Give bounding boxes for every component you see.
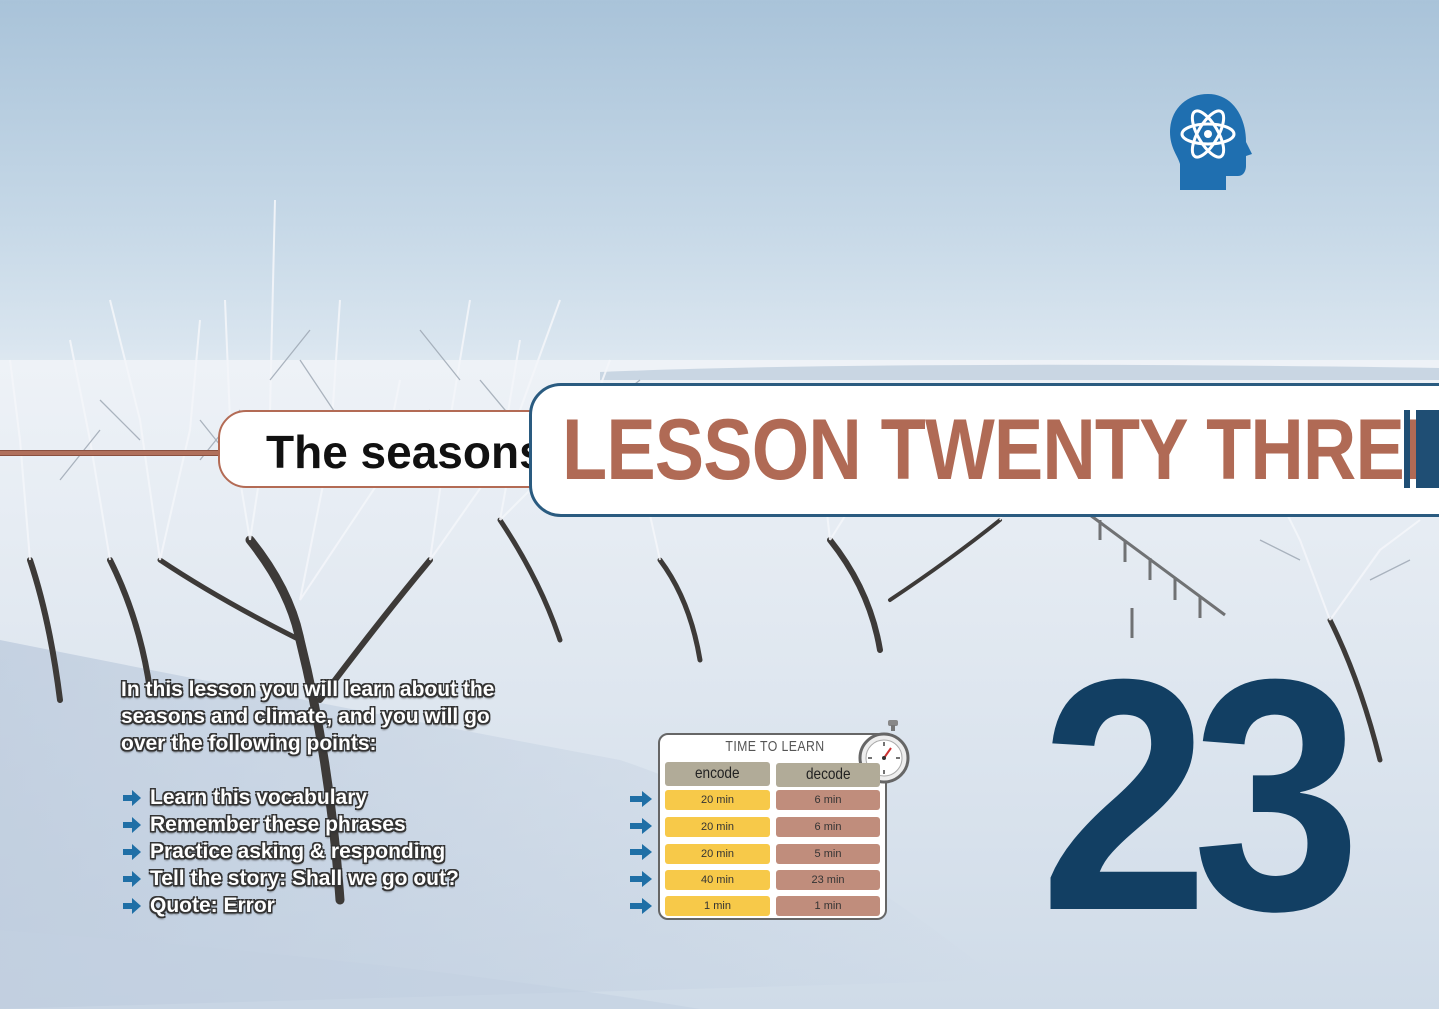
list-item[interactable]: Remember these phrases: [121, 811, 541, 838]
list-item-label: Tell the story: Shall we go out?: [150, 866, 459, 890]
encode-time-cell: 20 min: [665, 817, 770, 837]
encode-time-cell: 20 min: [665, 790, 770, 810]
list-item-label: Practice asking & responding: [150, 839, 446, 863]
title-panel: [529, 383, 1439, 517]
lesson-number: 23: [1040, 610, 1361, 979]
decode-time-cell: 1 min: [776, 896, 880, 916]
arrow-right-icon: [630, 898, 652, 914]
encode-time-cell: 20 min: [665, 844, 770, 864]
arrow-right-icon: [123, 789, 141, 806]
lesson-subtitle: The seasons: [266, 426, 545, 478]
list-item[interactable]: Practice asking & responding: [121, 838, 541, 865]
decode-time-cell: 5 min: [776, 844, 880, 864]
title-accent-block: [1416, 410, 1439, 488]
lesson-intro: In this lesson you will learn about the …: [121, 676, 521, 757]
arrow-right-icon: [630, 871, 652, 887]
head-atom-logo-icon: [1170, 94, 1252, 190]
arrow-right-icon: [630, 818, 652, 834]
arrow-right-icon: [123, 843, 141, 860]
arrow-right-icon: [630, 844, 652, 860]
lesson-title: LESSON TWENTY THREE: [562, 402, 1439, 498]
encode-time-cell: 1 min: [665, 896, 770, 916]
arrow-right-icon: [123, 816, 141, 833]
decode-time-cell: 23 min: [776, 870, 880, 890]
list-item-label: Remember these phrases: [150, 812, 406, 836]
column-header-label: encode: [695, 765, 740, 782]
subtitle-panel: [218, 410, 548, 488]
encode-time-cell: 40 min: [665, 870, 770, 890]
intro-line: In this lesson you will learn about the: [121, 678, 495, 701]
header-rule: [0, 450, 232, 456]
intro-line: over the following points:: [121, 732, 377, 755]
list-item[interactable]: Learn this vocabulary: [121, 784, 541, 811]
decode-time-cell: 6 min: [776, 790, 880, 810]
column-header-decode: decode: [776, 763, 880, 787]
decode-time-cell: 6 min: [776, 817, 880, 837]
arrow-right-icon: [123, 870, 141, 887]
lesson-points-list: Learn this vocabulary Remember these phr…: [121, 784, 541, 919]
list-item[interactable]: Quote: Error: [121, 892, 541, 919]
intro-line: seasons and climate, and you will go: [121, 705, 490, 728]
list-item-label: Quote: Error: [150, 893, 275, 917]
arrow-right-icon: [630, 791, 652, 807]
column-header-encode: encode: [665, 762, 770, 786]
column-header-label: decode: [805, 766, 851, 783]
title-accent-bar: [1404, 410, 1410, 488]
list-item[interactable]: Tell the story: Shall we go out?: [121, 865, 541, 892]
arrow-right-icon: [123, 897, 141, 914]
time-to-learn-title: TIME TO LEARN: [725, 738, 825, 755]
list-item-label: Learn this vocabulary: [150, 785, 368, 809]
